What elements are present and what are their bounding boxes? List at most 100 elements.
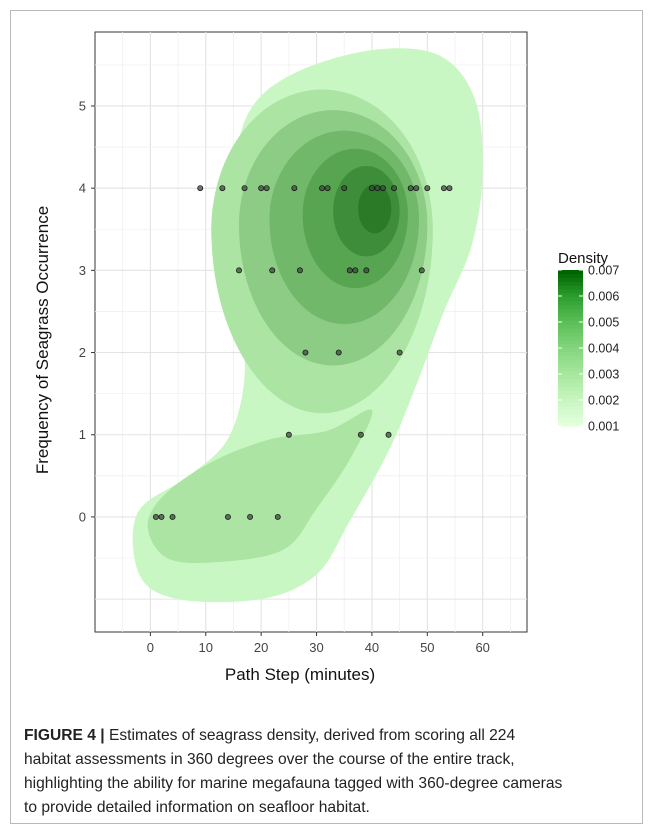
data-point — [158, 513, 165, 520]
data-point — [424, 185, 431, 192]
legend-color-step — [558, 351, 583, 357]
data-point — [440, 185, 447, 192]
legend-color-step — [558, 328, 583, 333]
data-point — [357, 431, 364, 438]
legend-label: 0.002 — [588, 394, 619, 408]
data-point — [319, 185, 326, 192]
contour-level-7 — [358, 184, 392, 234]
legend-color-step — [558, 363, 583, 369]
legend-title: Density — [558, 250, 609, 267]
data-point — [219, 185, 226, 192]
data-point — [418, 267, 425, 274]
legend-color-step — [558, 289, 583, 294]
x-axis-label: Path Step (minutes) — [225, 665, 375, 684]
legend-labels: 0.007 0.006 0.005 0.004 0.003 0.002 0.001 — [588, 264, 619, 434]
caption-line-3: highlighting the ability for marine mega… — [24, 775, 563, 792]
data-point — [346, 267, 353, 274]
data-point — [152, 513, 159, 520]
data-point — [374, 185, 381, 192]
data-point — [241, 185, 248, 192]
y-axis-ticks: 0 1 2 3 4 5 — [79, 98, 95, 524]
legend-label: 0.007 — [588, 264, 619, 278]
legend-color-step — [558, 406, 583, 411]
data-point — [274, 513, 281, 520]
legend-color-step — [558, 285, 583, 291]
legend-color-step — [558, 371, 583, 376]
data-point — [285, 431, 292, 438]
x-tick-label: 10 — [199, 640, 213, 655]
data-point — [363, 267, 370, 274]
legend-color-step — [558, 281, 583, 287]
data-point — [291, 185, 298, 192]
contour-lobe-lower — [147, 409, 373, 564]
data-points — [152, 185, 453, 520]
legend-color-step — [558, 301, 583, 306]
y-tick-label: 3 — [79, 263, 86, 278]
legend-color-step — [558, 293, 583, 298]
y-tick-label: 2 — [79, 345, 86, 360]
legend-color-step — [558, 348, 583, 353]
data-point — [368, 185, 375, 192]
legend-label: 0.004 — [588, 342, 619, 356]
legend-label: 0.005 — [588, 316, 619, 330]
legend-color-step — [558, 387, 583, 392]
caption-line-1: Estimates of seagrass density, derived f… — [104, 727, 516, 744]
y-axis-label: Frequency of Seagrass Occurrence — [33, 206, 52, 474]
legend-color-step — [558, 355, 583, 361]
legend-color-step — [558, 344, 583, 349]
caption-line-4: to provide detailed information on seafl… — [24, 799, 370, 816]
legend-label: 0.006 — [588, 290, 619, 304]
data-point — [380, 185, 386, 192]
legend-color-step — [558, 277, 583, 283]
data-point — [335, 349, 342, 356]
data-point — [169, 513, 176, 520]
legend-color-step — [558, 305, 583, 310]
figure-caption: FIGURE 4 | Estimates of seagrass density… — [24, 724, 632, 820]
legend-color-step — [558, 410, 583, 415]
x-tick-label: 0 — [147, 640, 154, 655]
caption-line-2: habitat assessments in 360 degrees over … — [24, 751, 515, 768]
data-point — [263, 185, 270, 192]
data-point — [391, 185, 398, 192]
legend-color-step — [558, 270, 583, 275]
y-tick-label: 0 — [79, 509, 86, 524]
y-tick-label: 1 — [79, 427, 86, 442]
x-tick-label: 60 — [475, 640, 489, 655]
y-tick-label: 4 — [79, 181, 86, 196]
data-point — [385, 431, 392, 438]
legend-color-step — [558, 379, 583, 384]
x-tick-label: 40 — [365, 640, 379, 655]
data-point — [296, 267, 303, 274]
data-point — [224, 513, 231, 520]
data-point — [197, 185, 204, 192]
data-point — [407, 185, 414, 192]
legend-color-step — [558, 324, 583, 330]
legend-color-step — [558, 418, 583, 423]
data-point — [324, 185, 331, 192]
data-point — [341, 185, 348, 192]
caption-label: FIGURE 4 | — [24, 727, 105, 744]
data-point — [302, 349, 309, 356]
x-tick-label: 30 — [309, 640, 323, 655]
legend-color-step — [558, 320, 583, 326]
legend-color-step — [558, 273, 583, 279]
legend-color-step — [558, 402, 583, 408]
data-point — [396, 349, 403, 356]
y-tick-label: 5 — [79, 98, 86, 113]
legend-color-step — [558, 359, 583, 365]
data-point — [236, 267, 242, 274]
x-tick-label: 20 — [254, 640, 268, 655]
legend-color-step — [558, 375, 583, 380]
legend-color-step — [558, 383, 583, 388]
legend-color-step — [558, 394, 583, 400]
x-axis-ticks: 0 10 20 30 40 50 60 — [147, 632, 490, 655]
legend: Density 0.0070.0060.0050.0040.0030.0020.… — [558, 250, 619, 434]
data-point — [446, 185, 453, 192]
legend-color-step — [558, 297, 583, 302]
data-point — [258, 185, 265, 192]
legend-color-step — [558, 367, 583, 372]
legend-colorbar — [558, 269, 583, 427]
legend-color-step — [558, 340, 583, 345]
data-point — [413, 185, 420, 192]
legend-color-step — [558, 316, 583, 322]
